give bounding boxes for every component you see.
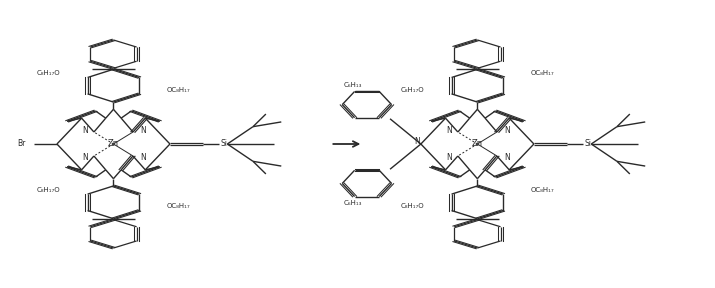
Text: C₆H₁₃: C₆H₁₃ — [343, 200, 362, 206]
Text: Si: Si — [221, 139, 228, 149]
Text: Zn: Zn — [472, 139, 483, 149]
Text: N: N — [446, 126, 452, 135]
Text: Br: Br — [17, 139, 25, 149]
Text: Si: Si — [585, 139, 592, 149]
Text: N: N — [504, 126, 510, 135]
Text: N: N — [140, 153, 146, 162]
Text: N: N — [82, 126, 88, 135]
Text: C₈H₁₇O: C₈H₁₇O — [37, 187, 61, 193]
Text: OC₈H₁₇: OC₈H₁₇ — [167, 203, 190, 209]
Text: C₈H₁₇O: C₈H₁₇O — [37, 70, 61, 76]
Text: OC₈H₁₇: OC₈H₁₇ — [531, 70, 554, 76]
Text: N: N — [140, 126, 146, 135]
Text: Zn: Zn — [108, 139, 119, 149]
Text: N: N — [504, 153, 510, 162]
Text: N: N — [446, 153, 452, 162]
Text: OC₈H₁₇: OC₈H₁₇ — [167, 87, 190, 92]
Text: N: N — [415, 137, 420, 146]
Text: C₈H₁₇O: C₈H₁₇O — [401, 203, 425, 209]
Text: N: N — [82, 153, 88, 162]
Text: OC₈H₁₇: OC₈H₁₇ — [531, 187, 554, 193]
Text: C₆H₁₃: C₆H₁₃ — [343, 82, 362, 88]
Text: C₈H₁₇O: C₈H₁₇O — [401, 87, 425, 92]
